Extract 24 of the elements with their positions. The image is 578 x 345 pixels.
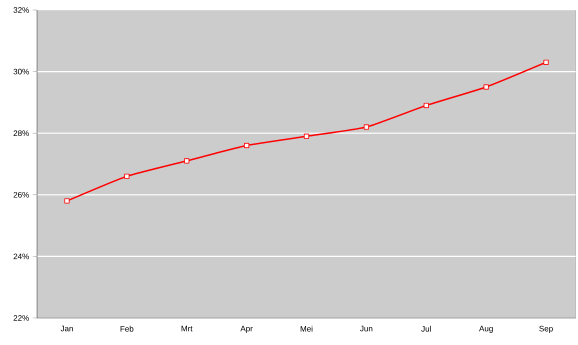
y-tick-label: 26%: [14, 192, 29, 198]
point: [244, 142, 250, 148]
x-tick-label: Sep: [539, 326, 553, 334]
point: [543, 60, 549, 65]
point: [304, 134, 310, 139]
x-tick-label: Apr: [240, 326, 253, 333]
point: [64, 198, 70, 204]
point: [124, 174, 130, 179]
y-tick-label: 28%: [14, 130, 29, 136]
y-tick-label: 22%: [14, 315, 29, 321]
point: [424, 102, 429, 108]
point: [184, 158, 190, 164]
point: [364, 124, 369, 130]
y-tick-label: 32%: [13, 7, 29, 13]
x-tick-label: Jan: [60, 326, 73, 332]
x-tick-label: Mrt: [182, 326, 192, 332]
x-tick-label: Jun: [360, 326, 372, 332]
x-tick-label: Feb: [120, 326, 134, 332]
y-tick-label: 30%: [13, 68, 29, 74]
x-tick-label: Jul: [421, 326, 431, 332]
x-tick-label: Aug: [479, 326, 493, 333]
y-tick-label: 24%: [14, 254, 29, 260]
x-tick-label: Mei: [300, 326, 312, 332]
point: [484, 84, 489, 90]
